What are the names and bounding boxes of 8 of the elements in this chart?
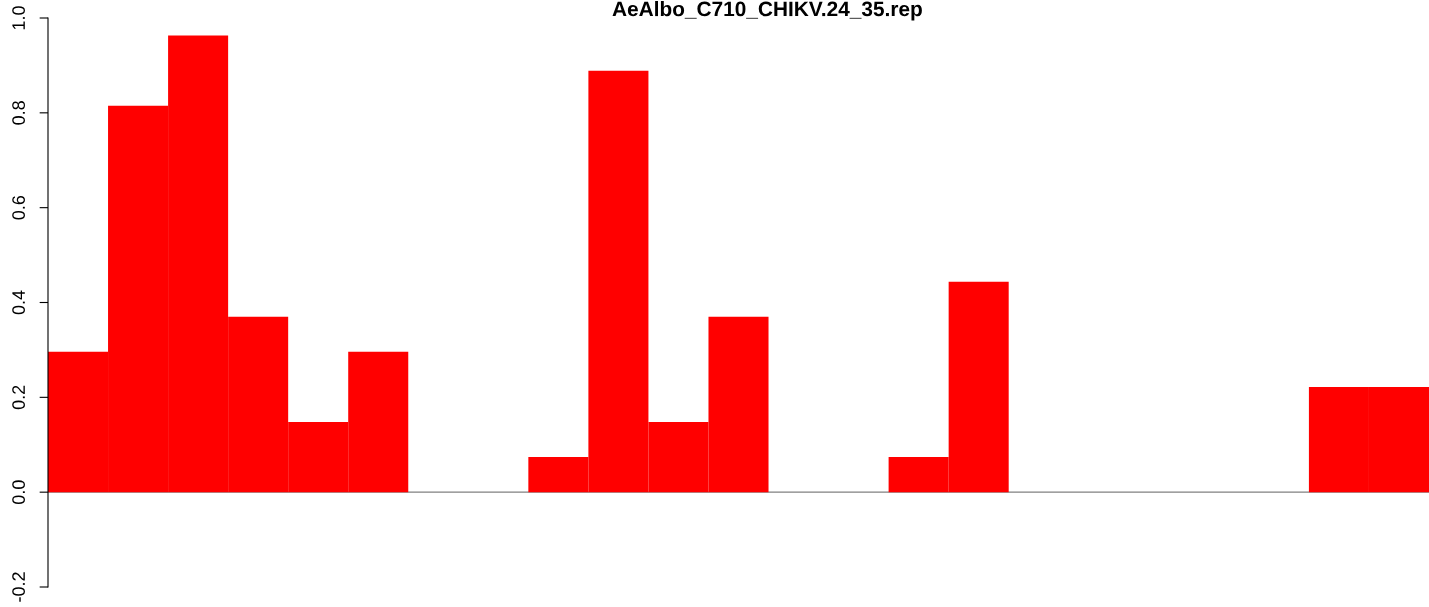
- y-tick-label: 1.0: [12, 6, 25, 30]
- y-tick-label: 0.4: [12, 290, 25, 315]
- y-tick-label: 0.6: [12, 195, 25, 220]
- y-tick-label: 0.8: [12, 101, 25, 125]
- chart-title: AeAlbo_C710_CHIKV.24_35.rep: [612, 1, 922, 21]
- y-tick-label: 0.2: [12, 385, 25, 410]
- y-tick-label: -0.2: [12, 572, 25, 602]
- y-tick-label: 0.0: [12, 480, 25, 505]
